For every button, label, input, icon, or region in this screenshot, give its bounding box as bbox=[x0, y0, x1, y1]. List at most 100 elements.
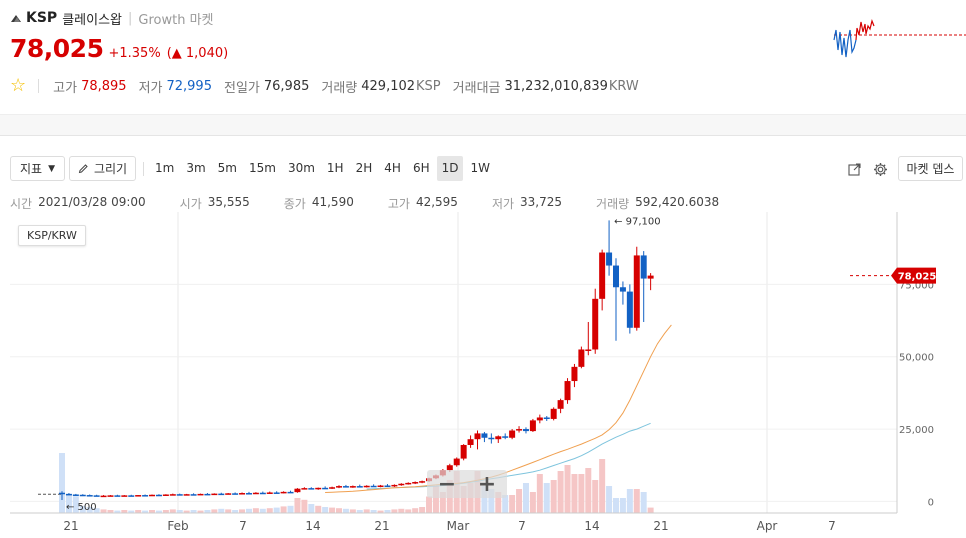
volume-bar bbox=[516, 489, 523, 513]
volume-bar bbox=[495, 492, 502, 513]
zoom-out-button[interactable]: − bbox=[437, 471, 457, 497]
y-tick-label: 0 bbox=[928, 497, 934, 508]
draw-label: 그리기 bbox=[93, 162, 128, 176]
volume-bar bbox=[239, 509, 246, 513]
candle-body bbox=[342, 486, 349, 488]
volume-bar bbox=[426, 496, 433, 513]
candle-body bbox=[412, 482, 419, 484]
volume-bar bbox=[391, 509, 398, 513]
market-label[interactable]: Growth 마켓 bbox=[138, 12, 214, 28]
high-value: 78,895 bbox=[81, 78, 127, 94]
candlestick-chart[interactable]: 0 25,000 50,000 75,000 21 Feb 7 14 21 Mar 7 14 21 Apr… bbox=[0, 210, 966, 538]
volume-bar bbox=[197, 510, 204, 513]
section-divider bbox=[0, 114, 966, 136]
candle-body bbox=[398, 483, 405, 486]
volume-bar bbox=[384, 510, 391, 513]
volume-bar bbox=[405, 509, 412, 513]
current-price: 78,025 bbox=[10, 34, 104, 63]
candle-body bbox=[529, 420, 536, 432]
volume-bar bbox=[107, 510, 114, 513]
candle-body bbox=[86, 495, 93, 497]
high-label: 고가 bbox=[53, 80, 78, 96]
indicator-dropdown[interactable]: 지표 ▼ bbox=[10, 156, 65, 181]
candle-body bbox=[578, 349, 585, 367]
prev-close-label: 전일가 bbox=[223, 80, 260, 96]
volume-bar bbox=[183, 510, 190, 513]
candle-body bbox=[225, 493, 232, 495]
popout-icon[interactable] bbox=[845, 160, 863, 178]
volume-bar bbox=[65, 493, 72, 513]
interval-selector: 1m 3m 5m 15m 30m 1H 2H 4H 6H 1D 1W bbox=[150, 156, 497, 181]
candle-body bbox=[162, 494, 169, 496]
ma-short-line bbox=[325, 324, 672, 493]
ohlc-low-value: 33,725 bbox=[520, 195, 563, 209]
coin-symbol: KSP bbox=[26, 10, 58, 26]
candle-body bbox=[606, 252, 613, 266]
zoom-in-button[interactable]: + bbox=[477, 471, 497, 497]
candle-body bbox=[266, 492, 273, 494]
zoom-controls: − + bbox=[427, 470, 507, 498]
ohlc-high-label: 고가 bbox=[387, 197, 410, 211]
market-depth-button[interactable]: 마켓 뎁스 bbox=[898, 156, 963, 181]
volume-bar bbox=[176, 510, 183, 513]
candle-body bbox=[79, 494, 86, 497]
settings-gear-icon[interactable] bbox=[871, 160, 889, 178]
volume-bar bbox=[592, 480, 599, 513]
candle-body bbox=[502, 436, 509, 438]
volume-bar bbox=[543, 483, 550, 513]
candle-body bbox=[204, 493, 211, 496]
candle-body bbox=[626, 291, 633, 328]
x-tick-label: 21 bbox=[63, 519, 78, 533]
candle-body bbox=[294, 488, 301, 493]
interval-5m[interactable]: 5m bbox=[217, 161, 237, 175]
ohlc-time-value: 2021/03/28 09:00 bbox=[38, 195, 146, 209]
x-tick-label: Mar bbox=[447, 519, 470, 533]
volume-bar bbox=[522, 483, 529, 513]
low-label: 저가 bbox=[138, 80, 163, 96]
volume-bar bbox=[225, 509, 232, 513]
candle-body bbox=[405, 482, 412, 485]
candle-body bbox=[516, 429, 523, 431]
candle-body bbox=[543, 417, 550, 419]
volume-bar bbox=[218, 508, 225, 513]
draw-button[interactable]: 그리기 bbox=[69, 156, 136, 181]
interval-2h[interactable]: 2H bbox=[355, 161, 373, 175]
x-tick-label: Feb bbox=[167, 519, 188, 533]
volume-bar bbox=[488, 489, 495, 513]
favorite-star-icon[interactable]: ☆ bbox=[10, 75, 27, 96]
volume-bar bbox=[169, 509, 176, 513]
interval-30m[interactable]: 30m bbox=[287, 161, 315, 175]
volume-bar bbox=[370, 510, 377, 513]
toolbar-divider bbox=[143, 162, 144, 176]
volume-bar bbox=[640, 492, 647, 513]
interval-6h[interactable]: 6H bbox=[412, 161, 430, 175]
volume-bar bbox=[79, 505, 86, 513]
interval-1h[interactable]: 1H bbox=[326, 161, 344, 175]
candle-body bbox=[377, 485, 384, 488]
ohlc-time-label: 시간 bbox=[10, 197, 33, 211]
candle-body bbox=[169, 494, 176, 496]
candle-body bbox=[522, 429, 529, 432]
candle-body bbox=[218, 493, 225, 496]
ticker-header: KSP 클레이스왑 | Growth 마켓 78,025 +1.35% (▲ 1… bbox=[0, 0, 966, 114]
candle-body bbox=[474, 433, 481, 440]
interval-1m[interactable]: 1m bbox=[155, 161, 175, 175]
interval-1w[interactable]: 1W bbox=[470, 161, 490, 175]
volume-bar bbox=[273, 507, 280, 513]
candle-body bbox=[128, 495, 135, 497]
interval-15m[interactable]: 15m bbox=[248, 161, 276, 175]
interval-1d[interactable]: 1D bbox=[436, 156, 464, 181]
y-tick-label: 50,000 bbox=[899, 353, 934, 364]
volume-bar bbox=[329, 507, 336, 513]
volume-bar bbox=[342, 508, 349, 513]
candle-body bbox=[142, 495, 149, 497]
candle-body bbox=[384, 485, 391, 488]
candle-body bbox=[647, 275, 654, 279]
interval-4h[interactable]: 4H bbox=[384, 161, 401, 175]
ksp-logo-icon bbox=[11, 15, 21, 22]
interval-3m[interactable]: 3m bbox=[186, 161, 206, 175]
title-separator: | bbox=[128, 10, 133, 26]
candle-body bbox=[149, 494, 156, 497]
ohlc-open-value: 35,555 bbox=[207, 195, 250, 209]
volume-bar bbox=[142, 510, 149, 513]
